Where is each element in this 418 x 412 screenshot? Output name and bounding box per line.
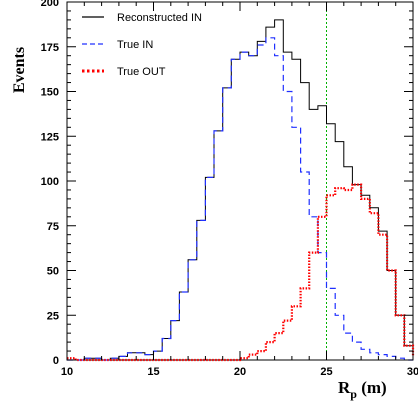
y-tick-label: 25 bbox=[47, 310, 59, 322]
y-tick-label: 150 bbox=[41, 87, 59, 99]
series-layer bbox=[67, 19, 415, 362]
x-tick-label: 30 bbox=[407, 366, 418, 378]
y-tick-label: 0 bbox=[53, 355, 59, 367]
axis-ticks: 10 15 20 25 30 0 25 50 75 100 125 150 175 200 bbox=[41, 0, 418, 378]
series-line-1 bbox=[67, 19, 414, 361]
legend-label-3: True OUT bbox=[117, 66, 166, 78]
y-tick-label: 50 bbox=[47, 266, 59, 278]
y-tick-label: 75 bbox=[47, 221, 59, 233]
y-tick-label: 175 bbox=[41, 42, 59, 54]
legend: Reconstructed IN True IN True OUT bbox=[82, 12, 202, 78]
series-line-3 bbox=[67, 183, 415, 362]
x-axis-label: Rp (m) bbox=[338, 378, 387, 401]
x-tick-label: 20 bbox=[234, 366, 246, 378]
y-tick-label: 200 bbox=[41, 0, 59, 9]
x-tick-label: 25 bbox=[320, 366, 332, 378]
x-tick-label: 10 bbox=[61, 366, 73, 378]
y-axis-label: Events bbox=[11, 47, 28, 93]
legend-label-1: Reconstructed IN bbox=[117, 12, 202, 24]
y-tick-label: 125 bbox=[41, 131, 59, 143]
x-tick-label: 15 bbox=[147, 366, 159, 378]
legend-label-2: True IN bbox=[117, 39, 153, 51]
y-tick-label: 100 bbox=[41, 176, 59, 188]
